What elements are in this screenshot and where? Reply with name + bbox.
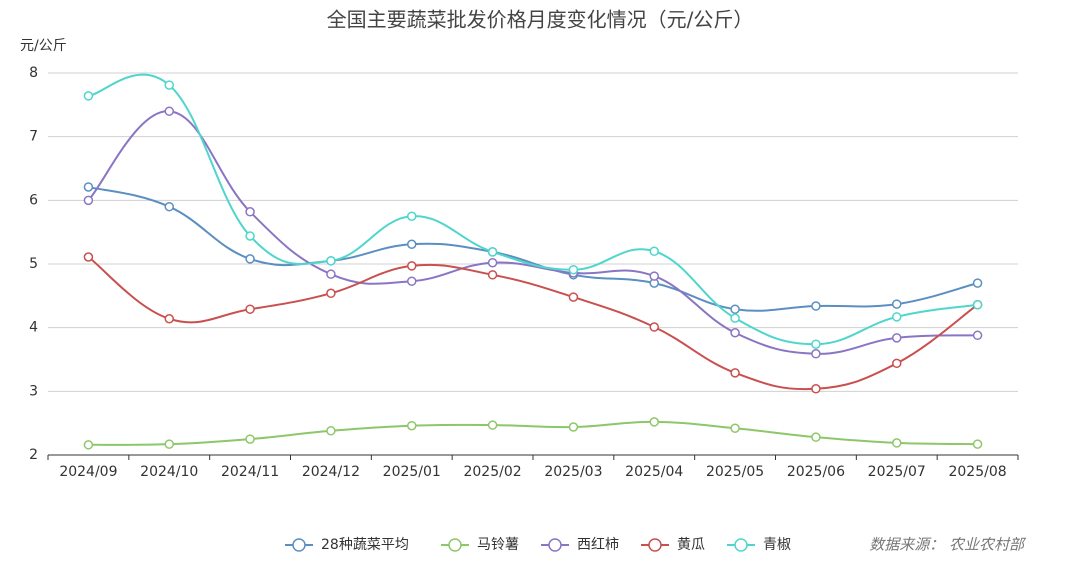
x-tick-label: 2025/03 [544,464,602,480]
y-tick-label: 5 [29,256,38,272]
legend-label: 黄瓜 [677,536,705,553]
data-point [892,299,902,309]
data-point [649,246,659,257]
x-tick-label: 2025/06 [787,464,845,480]
data-point [649,271,659,281]
data-point [568,264,579,275]
data-point [730,368,740,378]
legend-swatch [548,538,562,552]
y-tick-label: 6 [29,192,38,208]
data-point [730,423,740,434]
x-tick-label: 2025/01 [383,464,441,480]
data-point [892,312,902,322]
data-point [245,207,255,217]
data-point [83,440,94,450]
data-point [972,278,983,288]
legend-label: 西红柿 [577,536,619,553]
y-tick-label: 7 [29,129,38,145]
data-point [730,328,740,338]
data-point [245,434,255,444]
data-point [245,231,255,241]
data-point [972,330,983,341]
data-point [164,80,174,90]
x-tick-label: 2025/05 [706,464,764,480]
data-point [487,257,498,268]
x-tick-label: 2025/08 [948,464,1006,480]
data-point [487,420,498,430]
data-point [811,384,821,394]
legend-swatch [448,538,462,552]
data-point [407,420,417,431]
data-point [407,261,417,271]
legend-swatch [734,538,748,552]
data-point [83,195,94,206]
data-point [407,276,417,286]
data-point [811,349,821,359]
data-point [811,339,821,349]
data-point [568,422,579,432]
x-tick-label: 2024/11 [221,464,279,480]
data-point [326,426,336,436]
y-tick-label: 2 [29,447,38,463]
legend-label: 马铃薯 [477,537,519,553]
data-point [83,252,94,262]
x-tick-label: 2025/02 [463,464,521,480]
data-point [730,313,740,323]
x-tick-label: 2024/10 [140,464,198,480]
data-point [892,438,902,448]
data-point [730,304,740,314]
x-tick-label: 2025/04 [625,464,683,480]
y-tick-label: 8 [29,65,38,81]
data-point [811,301,821,311]
data-point [972,299,983,310]
chart-title: 全国主要蔬菜批发价格月度变化情况（元/公斤） [327,8,754,32]
data-point [407,239,417,250]
data-point [972,439,983,449]
legend-swatch [648,538,662,552]
legend-label: 青椒 [763,537,791,553]
data-point [649,417,659,427]
data-point [326,256,336,266]
y-tick-label: 3 [29,383,38,399]
x-tick-label: 2024/12 [302,464,360,480]
series-line [88,185,978,312]
y-axis-label: 元/公斤 [20,38,67,54]
data-point [407,211,417,221]
data-point [487,270,498,280]
data-point [245,254,255,264]
x-tick-label: 2025/07 [868,464,926,480]
data-point [649,322,659,332]
source-note: 数据来源： 农业农村部 [869,536,1027,554]
data-point [487,247,498,257]
data-point [326,269,336,279]
data-point [326,288,336,299]
x-tick-label: 2024/09 [59,464,117,480]
data-point [164,314,174,324]
data-point [164,201,174,212]
data-point [83,182,94,192]
data-point [892,358,902,369]
data-point [83,91,94,101]
y-tick-label: 4 [29,320,38,336]
data-point [811,432,821,442]
series-line [87,110,978,355]
data-point [164,439,174,449]
series-line [88,73,978,346]
series-line [87,256,979,391]
legend-swatch [292,538,306,552]
data-point [164,106,174,116]
legend-label: 28种蔬菜平均 [321,537,409,553]
data-point [568,292,579,302]
data-point [892,333,902,343]
data-point [245,304,255,314]
series-line [88,420,978,446]
